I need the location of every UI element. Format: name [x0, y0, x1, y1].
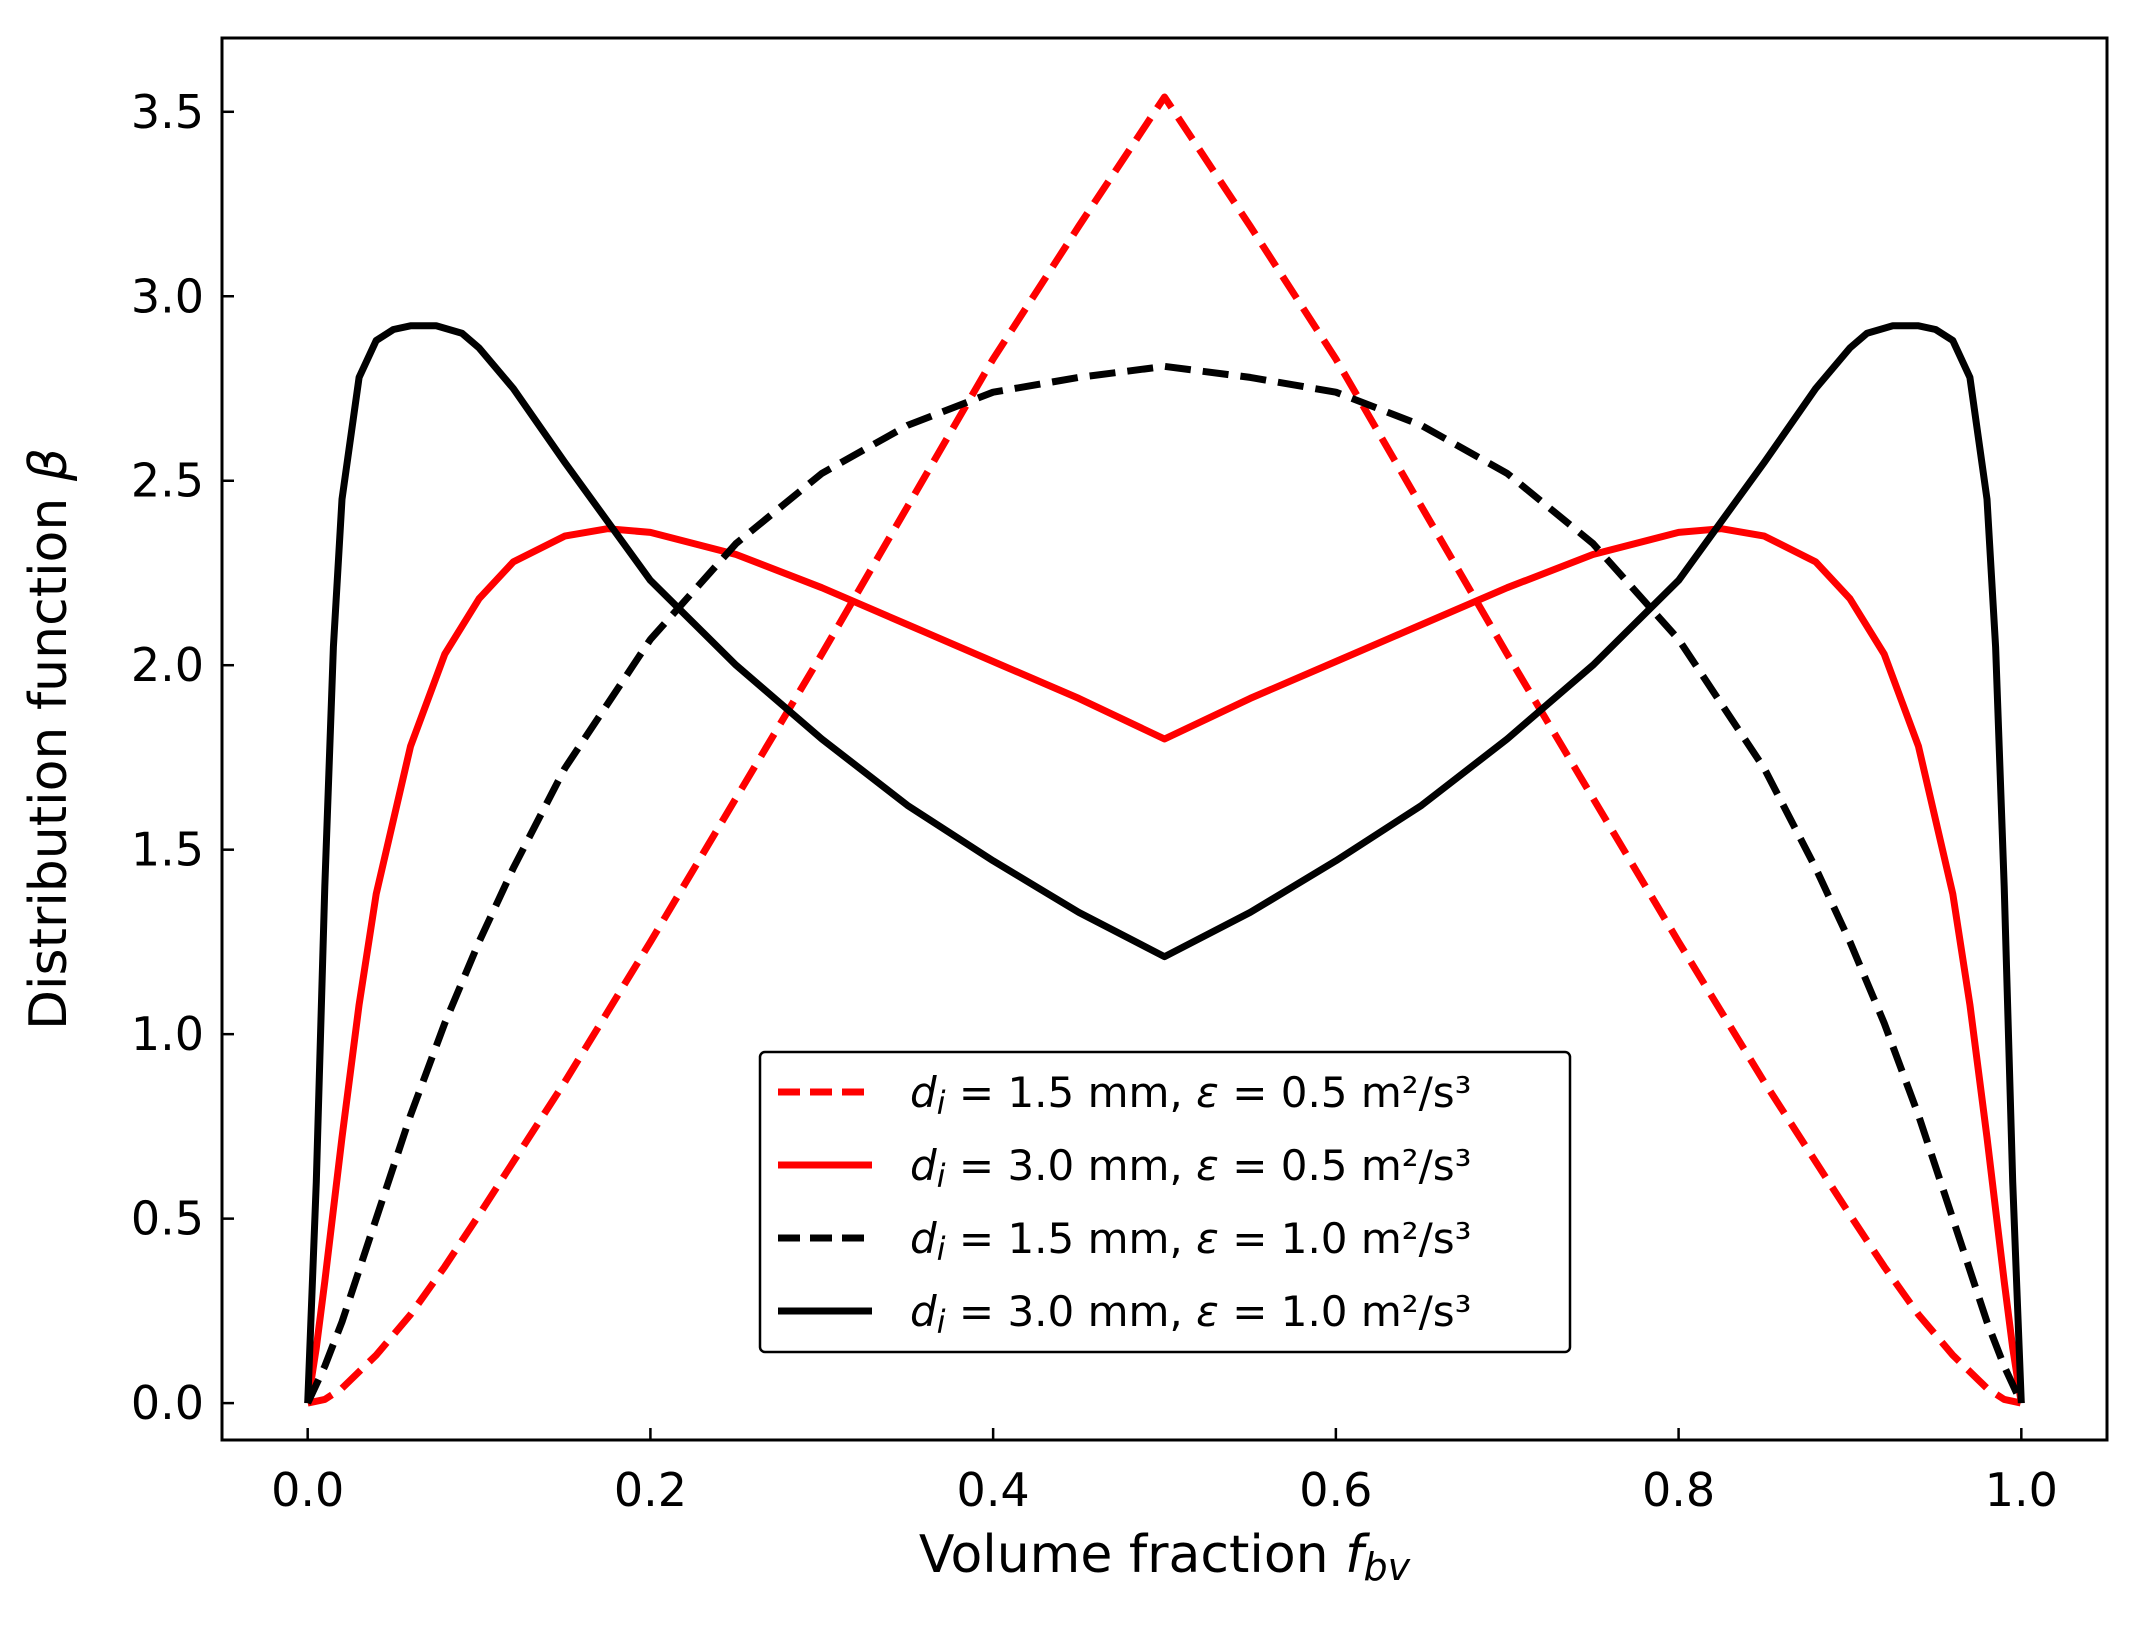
x-tick-label: 0.0 [271, 1463, 344, 1517]
plot-frame [220, 36, 2109, 1442]
series-line-2 [304, 525, 2025, 1404]
series-line-4 [304, 322, 2025, 1404]
legend-entries: di = 1.5 mm, ε = 0.5 m²/s³ di = 3.0 mm, ε… [778, 1068, 1472, 1341]
y-tick-label: 1.5 [131, 823, 204, 877]
legend-label-2: di = 3.0 mm, ε = 0.5 m²/s³ [910, 1141, 1472, 1195]
legend-label-1: di = 1.5 mm, ε = 0.5 m²/s³ [910, 1068, 1472, 1122]
x-tick-label: 0.8 [1642, 1463, 1715, 1517]
legend: di = 1.5 mm, ε = 0.5 m²/s³ di = 3.0 mm, ε… [758, 1050, 1572, 1354]
series-line-1 [306, 93, 2023, 1407]
x-tick-label: 0.4 [957, 1463, 1030, 1517]
x-axis-title: Volume fraction fbv [919, 1525, 1411, 1589]
x-axis-title-text: Volume fraction [919, 1525, 1345, 1585]
y-axis-title-text: Distribution function [19, 481, 79, 1030]
x-axis-title-subscript: bv [1363, 1545, 1410, 1589]
ticks-layer: 0.0 0.2 0.4 0.6 0.8 1.0 0.0 0.5 1.0 1.5 2.0 2.5 3.0 3… [131, 85, 2058, 1517]
x-tick-label: 0.6 [1299, 1463, 1372, 1517]
y-tick-label: 3.0 [131, 269, 204, 323]
legend-box [758, 1050, 1572, 1354]
y-axis-title-symbol: β [19, 448, 79, 482]
y-tick-label: 0.0 [131, 1376, 204, 1430]
series-layer [304, 93, 2025, 1407]
y-tick-label: 0.5 [131, 1192, 204, 1246]
legend-label-3: di = 1.5 mm, ε = 1.0 m²/s³ [910, 1214, 1472, 1268]
y-tick-label: 1.0 [131, 1007, 204, 1061]
x-tick-label: 1.0 [1985, 1463, 2058, 1517]
y-axis-title: Distribution function β [19, 448, 79, 1030]
legend-label-4: di = 3.0 mm, ε = 1.0 m²/s³ [910, 1287, 1472, 1341]
x-tick-label: 0.2 [614, 1463, 687, 1517]
y-tick-label: 3.5 [131, 85, 204, 139]
y-tick-label: 2.0 [131, 638, 204, 692]
series-line-3 [304, 362, 2025, 1405]
y-tick-label: 2.5 [131, 454, 204, 508]
